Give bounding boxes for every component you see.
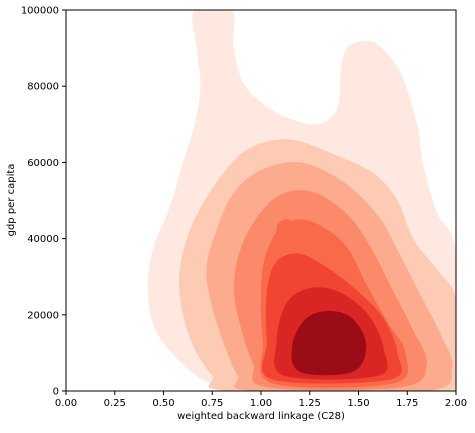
y-tick-label: 60000 [27, 158, 59, 169]
x-tick-label: 0.50 [152, 398, 174, 409]
x-axis-label: weighted backward linkage (C28) [177, 411, 345, 422]
y-tick-label: 80000 [27, 82, 59, 93]
plot-frame [65, 9, 457, 392]
y-axis-label: gdp per capita [6, 164, 17, 237]
x-tick-label: 0.75 [201, 398, 223, 409]
x-tick-label: 1.50 [347, 398, 369, 409]
x-tick-label: 2.00 [445, 398, 467, 409]
x-tick-label: 0.00 [55, 398, 77, 409]
y-tick-label: 40000 [27, 234, 59, 245]
y-tick-label: 20000 [27, 310, 59, 321]
x-tick-label: 1.75 [396, 398, 418, 409]
y-tick-label: 0 [53, 387, 59, 398]
density-contour-level-8-region-1 [291, 311, 367, 376]
x-tick-label: 0.25 [104, 398, 126, 409]
x-tick-label: 1.25 [299, 398, 321, 409]
y-axis-ticks: 0 20000 40000 60000 80000 100000 [21, 6, 66, 398]
contour-layer [147, 10, 456, 391]
x-axis-ticks: 0.00 0.25 0.50 0.75 1.00 1.25 1.50 1.75 2.00 [55, 391, 467, 409]
y-tick-label: 100000 [21, 6, 59, 17]
density-contour-level-5-region-2 [276, 219, 295, 253]
x-tick-label: 1.00 [250, 398, 272, 409]
